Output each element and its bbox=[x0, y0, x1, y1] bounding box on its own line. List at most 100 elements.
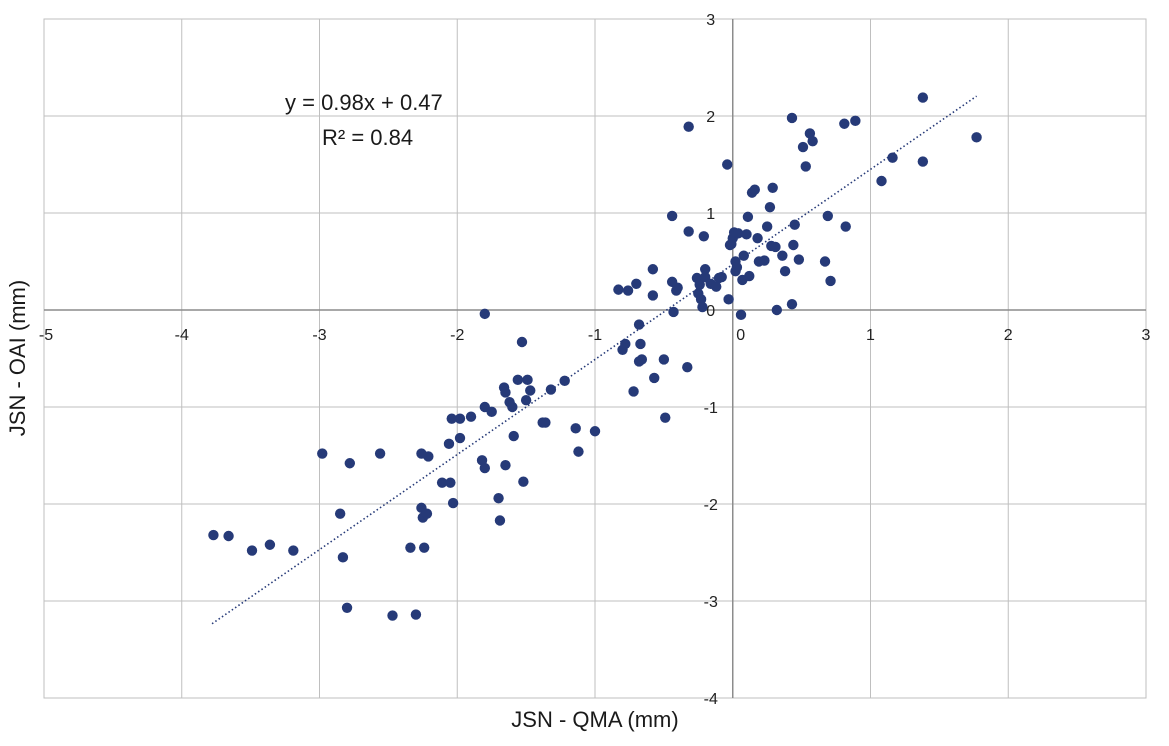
data-point bbox=[446, 413, 457, 424]
data-point bbox=[722, 159, 733, 170]
data-point bbox=[540, 417, 551, 428]
data-point bbox=[807, 136, 818, 147]
x-tick-label: 3 bbox=[1142, 327, 1151, 344]
x-tick-label: 2 bbox=[1004, 327, 1013, 344]
data-point bbox=[788, 239, 799, 251]
data-point bbox=[672, 282, 683, 293]
data-point bbox=[800, 161, 811, 172]
data-point bbox=[742, 211, 754, 223]
data-point bbox=[443, 438, 455, 450]
data-point bbox=[723, 294, 734, 305]
data-point bbox=[668, 306, 679, 318]
data-point bbox=[635, 338, 646, 350]
tick-labels: -5 -4 -3 -2 -1 0 1 2 3 3 2 1 0 -1 -2 -3 -4 bbox=[39, 12, 1151, 708]
data-point bbox=[337, 552, 349, 563]
data-point bbox=[423, 451, 434, 462]
data-point bbox=[622, 285, 634, 296]
data-point bbox=[660, 412, 671, 423]
data-point bbox=[500, 387, 511, 398]
data-point bbox=[405, 542, 416, 553]
data-points bbox=[208, 92, 982, 621]
data-point bbox=[589, 426, 601, 437]
data-point bbox=[454, 432, 466, 444]
y-tick-label: 3 bbox=[706, 12, 715, 29]
trendline bbox=[211, 95, 978, 625]
data-point bbox=[789, 219, 800, 230]
data-point bbox=[486, 406, 497, 418]
r-squared-label: R² = 0.84 bbox=[322, 125, 413, 150]
data-point bbox=[761, 221, 773, 232]
y-tick-label: 1 bbox=[706, 206, 715, 223]
data-point bbox=[341, 602, 353, 613]
data-point bbox=[917, 92, 929, 103]
data-point bbox=[633, 319, 645, 330]
data-point bbox=[493, 492, 504, 504]
data-point bbox=[658, 354, 670, 365]
data-point bbox=[447, 497, 459, 509]
data-point bbox=[779, 266, 791, 277]
data-point bbox=[208, 529, 219, 541]
data-point bbox=[518, 476, 529, 487]
data-point bbox=[819, 256, 831, 267]
trendline-equation: y = 0.98x + 0.47 bbox=[285, 90, 443, 115]
data-point bbox=[786, 298, 798, 310]
x-tick-label: -2 bbox=[450, 327, 464, 344]
data-point bbox=[223, 530, 234, 542]
x-tick-label: -1 bbox=[588, 327, 602, 344]
data-point bbox=[507, 401, 518, 413]
data-point bbox=[317, 448, 328, 459]
data-point bbox=[876, 175, 887, 187]
data-point bbox=[494, 515, 506, 526]
data-point bbox=[786, 112, 798, 124]
data-point bbox=[777, 250, 788, 261]
data-point bbox=[887, 152, 898, 163]
data-point bbox=[971, 132, 982, 143]
data-point bbox=[733, 228, 744, 239]
data-point bbox=[682, 362, 693, 373]
data-point bbox=[698, 231, 710, 242]
data-point bbox=[741, 229, 752, 240]
axes bbox=[44, 19, 1146, 698]
data-point bbox=[666, 210, 678, 222]
data-point bbox=[764, 201, 776, 213]
data-point bbox=[694, 279, 705, 290]
data-point bbox=[570, 423, 581, 434]
data-point bbox=[516, 336, 528, 348]
data-point bbox=[744, 270, 755, 282]
data-point bbox=[822, 210, 833, 222]
data-point bbox=[683, 121, 694, 132]
y-tick-label: -4 bbox=[704, 691, 718, 708]
data-point bbox=[512, 374, 524, 386]
data-point bbox=[436, 477, 448, 488]
data-point bbox=[264, 539, 276, 550]
data-point bbox=[508, 430, 519, 442]
data-point bbox=[700, 264, 711, 275]
y-tick-label: -3 bbox=[704, 594, 718, 611]
y-tick-label: -1 bbox=[704, 400, 718, 417]
data-point bbox=[771, 304, 783, 316]
data-point bbox=[636, 354, 648, 365]
data-point bbox=[793, 254, 805, 265]
data-point bbox=[647, 290, 659, 301]
y-tick-label: -2 bbox=[704, 497, 718, 514]
data-point bbox=[334, 508, 346, 519]
data-point bbox=[620, 338, 631, 350]
y-axis-title: JSN - OAI (mm) bbox=[5, 280, 30, 436]
data-point bbox=[525, 385, 536, 396]
data-point bbox=[418, 542, 430, 553]
y-tick-label: 0 bbox=[706, 303, 715, 320]
data-point bbox=[683, 226, 694, 237]
x-tick-label: 1 bbox=[866, 327, 875, 344]
data-point bbox=[573, 446, 584, 457]
data-point bbox=[522, 374, 533, 386]
data-point bbox=[421, 508, 433, 519]
data-point bbox=[479, 462, 490, 474]
data-point bbox=[387, 610, 398, 621]
data-point bbox=[697, 301, 708, 313]
data-point bbox=[850, 115, 861, 127]
data-point bbox=[839, 118, 850, 129]
x-tick-label: -3 bbox=[312, 327, 326, 344]
data-point bbox=[767, 182, 778, 193]
data-point bbox=[752, 233, 763, 244]
data-point bbox=[344, 458, 356, 469]
